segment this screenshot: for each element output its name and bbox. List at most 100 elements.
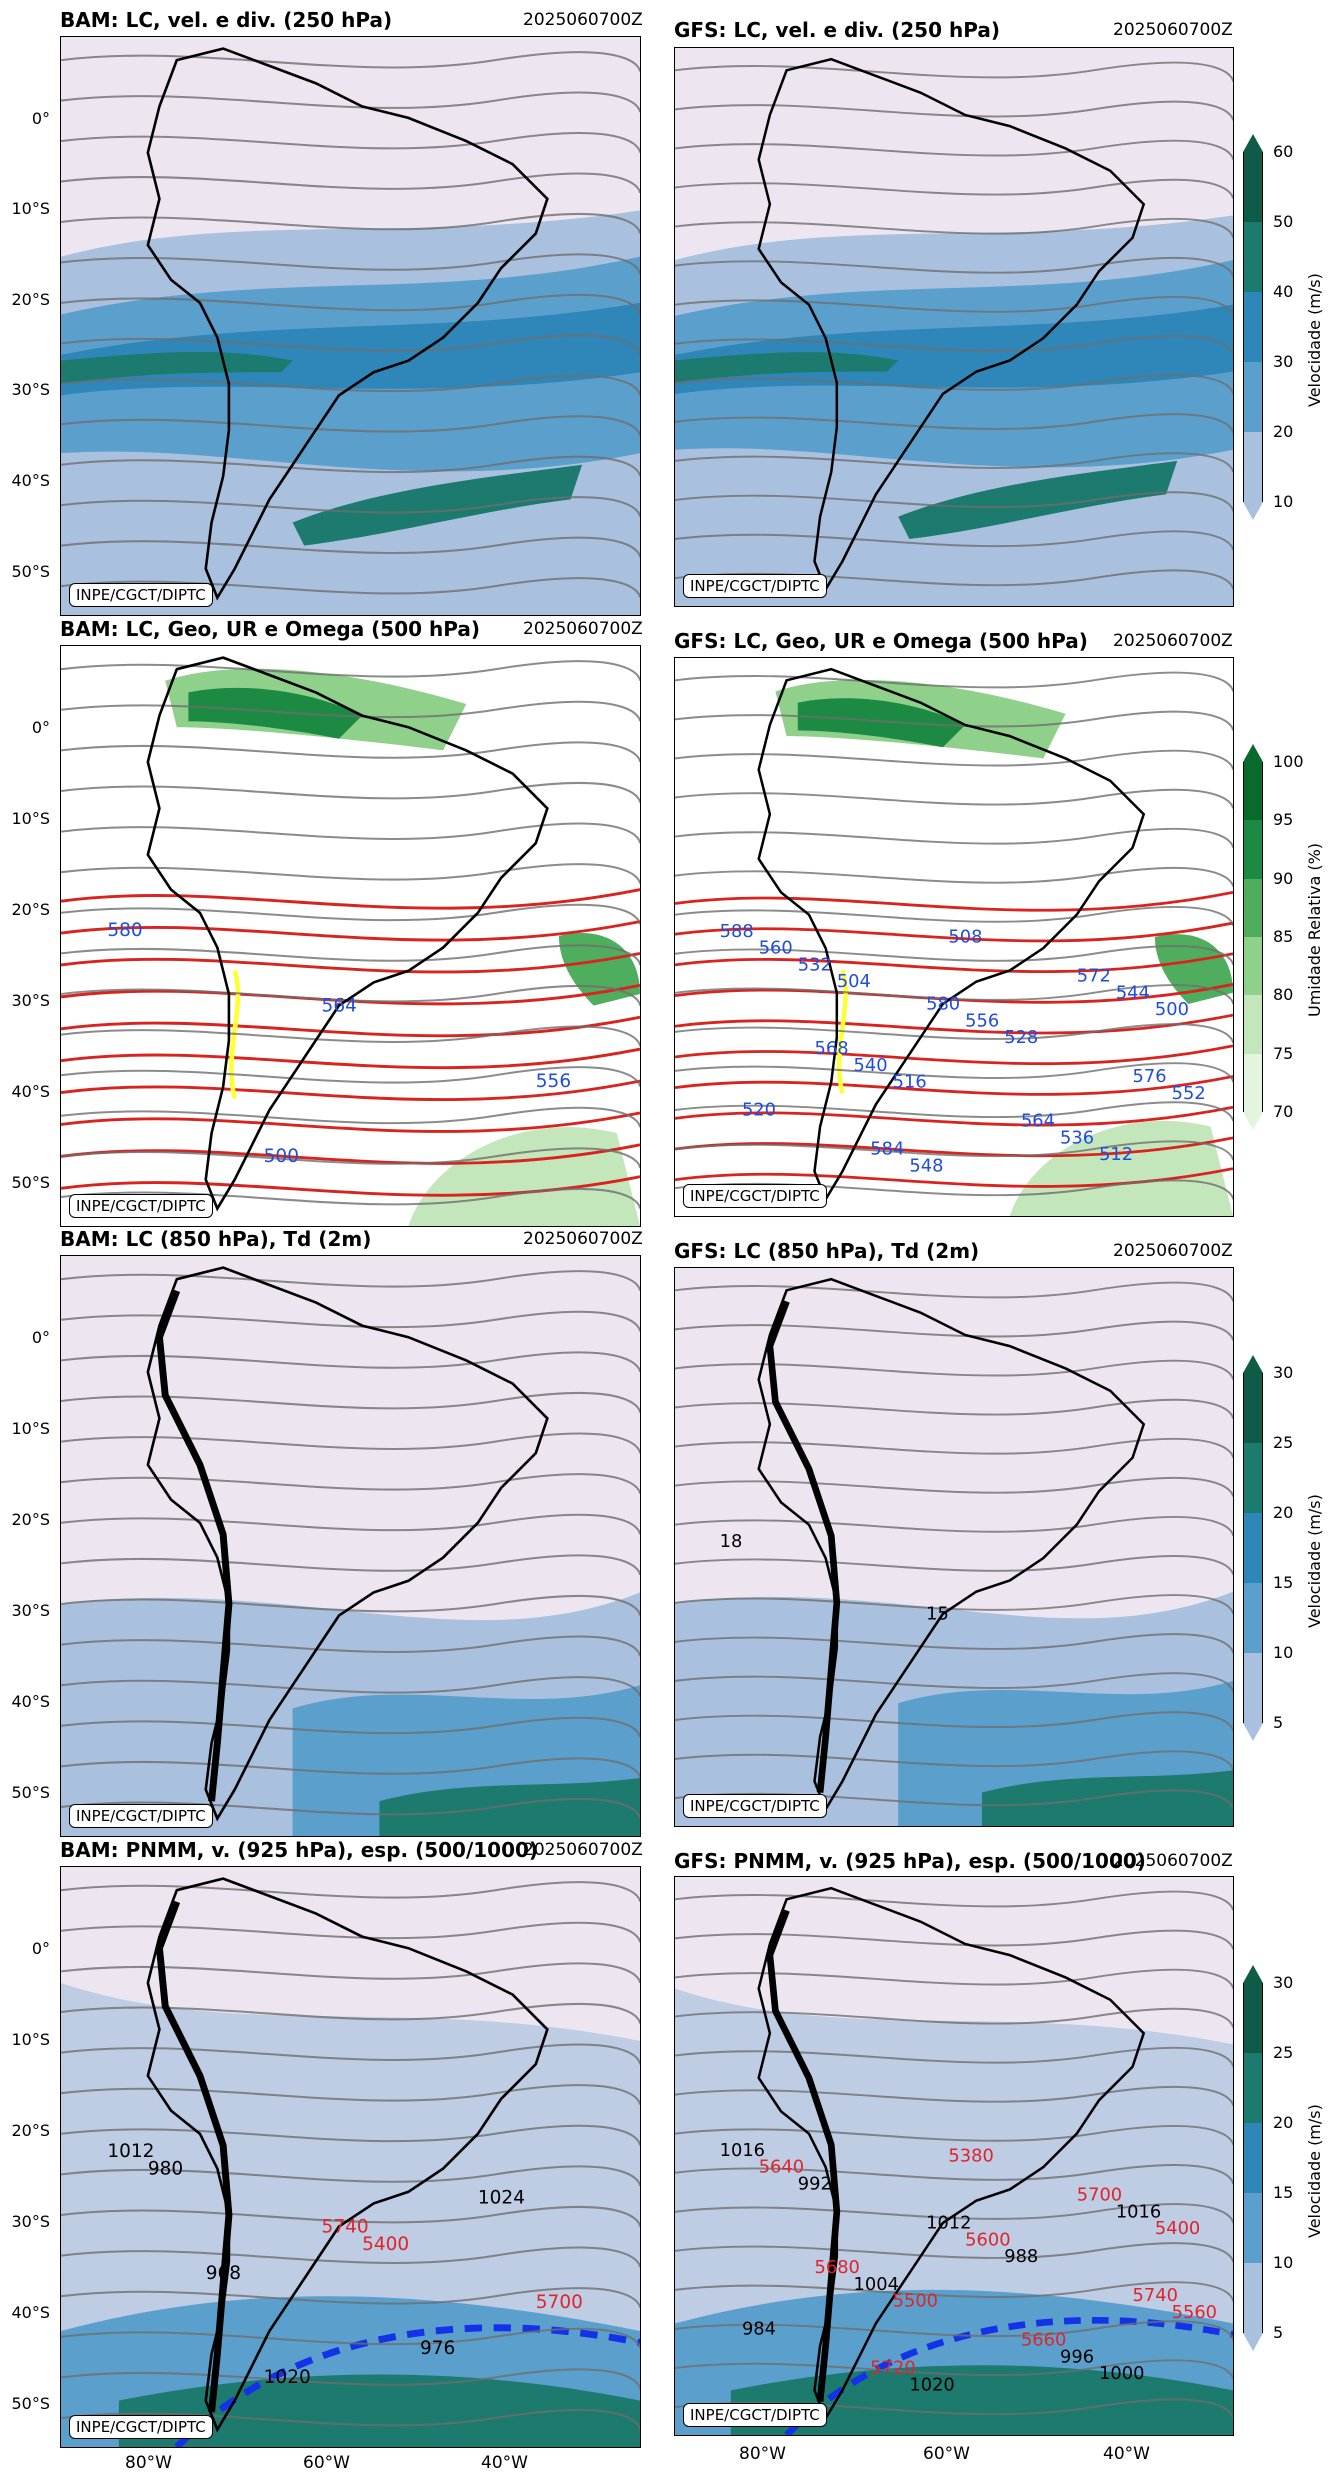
height-contour [61, 920, 640, 942]
colorbar-tick: 25 [1273, 1433, 1294, 1452]
map-area[interactable]: 580 564 556 500 INPE/CGCT/DIPTC [60, 645, 641, 1227]
moist-core [797, 698, 966, 748]
streamline [61, 782, 640, 803]
contour-label: 504 [837, 971, 871, 992]
ytick-label: 20°S [11, 1509, 50, 1529]
streamline [61, 91, 640, 113]
streamline [61, 660, 640, 681]
streamline [61, 1716, 640, 1738]
map-area[interactable]: 18 15 INPE/CGCT/DIPTC [674, 1267, 1234, 1827]
streamline [61, 415, 640, 436]
streamline [675, 2242, 1233, 2263]
colorbar-segment [1243, 937, 1263, 996]
contour-label: 580 [107, 920, 142, 941]
streamline [675, 1516, 1233, 1536]
panel-date: 2025060700Z [1113, 1241, 1233, 1261]
south-america-coastline [146, 47, 549, 601]
colorbar-tick: 95 [1273, 810, 1294, 830]
andes-contours [155, 1900, 233, 2413]
map-area[interactable]: INPE/CGCT/DIPTC [674, 47, 1234, 607]
contour-label: 520 [742, 1100, 776, 1121]
streamline [675, 749, 1233, 770]
streamline [675, 1359, 1233, 1380]
streamline [675, 296, 1233, 316]
ytick-label: 40°S [11, 1081, 50, 1101]
map-area[interactable]: INPE/CGCT/DIPTC [60, 1255, 641, 1837]
streamline [61, 1270, 640, 1291]
streamline [675, 100, 1233, 121]
ytick-label: 40°S [11, 471, 50, 491]
streamline [61, 1351, 640, 1373]
colorbar-extend-max [1243, 1355, 1263, 1373]
jet-max [675, 352, 899, 383]
colorbar-label: Umidade Relativa (%) [1305, 842, 1324, 1017]
streamline [675, 374, 1233, 395]
streamline [675, 1968, 1233, 1989]
map-area[interactable]: INPE/CGCT/DIPTC [60, 36, 641, 616]
moist-core [188, 687, 363, 739]
map-canvas [61, 1256, 640, 1836]
ytick-label: 30°S [11, 380, 50, 400]
streamline [61, 1881, 640, 1902]
thickness-5400-line [174, 2324, 640, 2447]
contour-label: 5560 [1172, 2302, 1217, 2323]
streamline [675, 867, 1233, 887]
map-area[interactable]: 1016 1012 5740 5720 5700 5680 5660 5640 5600 5560… [674, 1876, 1234, 2436]
streamline [675, 2047, 1233, 2067]
credit-label: INPE/CGCT/DIPTC [69, 583, 213, 607]
streamline [61, 2206, 640, 2227]
map-area[interactable]: 1012 5740 5700 1020 1024 968 976 980 5400 INPE/C… [60, 1866, 641, 2448]
contour-label: 5720 [870, 2358, 915, 2379]
map-area[interactable]: 588 580 576 584 572 568 564 560 556 552 548 544 540 5… [674, 657, 1234, 1217]
contour-label: 1016 [1116, 2201, 1161, 2222]
colorbar-tick: 15 [1273, 1573, 1294, 1592]
colorbar-tick: 25 [1273, 2043, 1294, 2062]
colorbar-extend-min [1243, 1723, 1263, 1741]
colorbar-extend-min [1243, 502, 1263, 520]
streamline [675, 257, 1233, 277]
contour-label: 564 [1021, 1111, 1055, 1132]
colorbar-tick: 15 [1273, 2183, 1294, 2202]
contour-label: 5660 [1021, 2330, 1066, 2351]
colorbar-tick: 40 [1273, 282, 1294, 301]
colorbar-tick: 30 [1273, 352, 1294, 371]
colorbar-humidity: 100 95 90 85 80 75 70 Umidade Relativa (%) [1243, 744, 1324, 1130]
streamline [675, 945, 1233, 966]
streamline [61, 2043, 640, 2065]
credit-label: INPE/CGCT/DIPTC [69, 1804, 213, 1828]
contour-label: 540 [854, 1055, 888, 1076]
colorbar-segment [1243, 1983, 1263, 2053]
ytick-label: 10°S [11, 1418, 50, 1438]
streamline [675, 2164, 1233, 2185]
height-contour [61, 1015, 640, 1038]
contour-label: 1012 [926, 2213, 971, 2234]
contour-label: 15 [926, 1604, 949, 1625]
colorbar-segment [1243, 2193, 1263, 2263]
south-america-coastline [757, 667, 1146, 1203]
streamline [61, 1595, 640, 1616]
height-contour [675, 1044, 1233, 1066]
contour-label: 508 [948, 927, 982, 948]
colorbar-tick: 50 [1273, 212, 1294, 231]
contour-label: 552 [1172, 1083, 1206, 1104]
ytick-label: 10°S [11, 199, 50, 219]
streamline [61, 1025, 640, 1047]
streamline [61, 455, 640, 477]
panel-title: BAM: PNMM, v. (925 hPa), esp. (500/1000) [60, 1838, 539, 1862]
xtick-60w: 60°W [303, 2453, 350, 2473]
ytick-label: 0° [31, 1327, 50, 1347]
contour-label: 548 [909, 1155, 943, 1176]
streamline [61, 700, 640, 722]
colorbar-segment [1243, 2123, 1263, 2193]
jet-max [61, 352, 293, 384]
colorbar-label: Velocidade (m/s) [1305, 1494, 1324, 1628]
colorbar-velocity: 60 50 40 30 20 10 Velocidade (m/s) [1243, 134, 1324, 520]
colorbar-tick: 70 [1273, 1102, 1294, 1121]
colorbar-segment [1243, 820, 1263, 879]
contour-label: 5700 [536, 2292, 583, 2313]
colorbar-extend-max [1243, 134, 1263, 152]
colorbar-tick: 30 [1273, 1363, 1294, 1382]
contour-label: 1000 [1099, 2363, 1144, 2384]
streamline [61, 1962, 640, 1984]
